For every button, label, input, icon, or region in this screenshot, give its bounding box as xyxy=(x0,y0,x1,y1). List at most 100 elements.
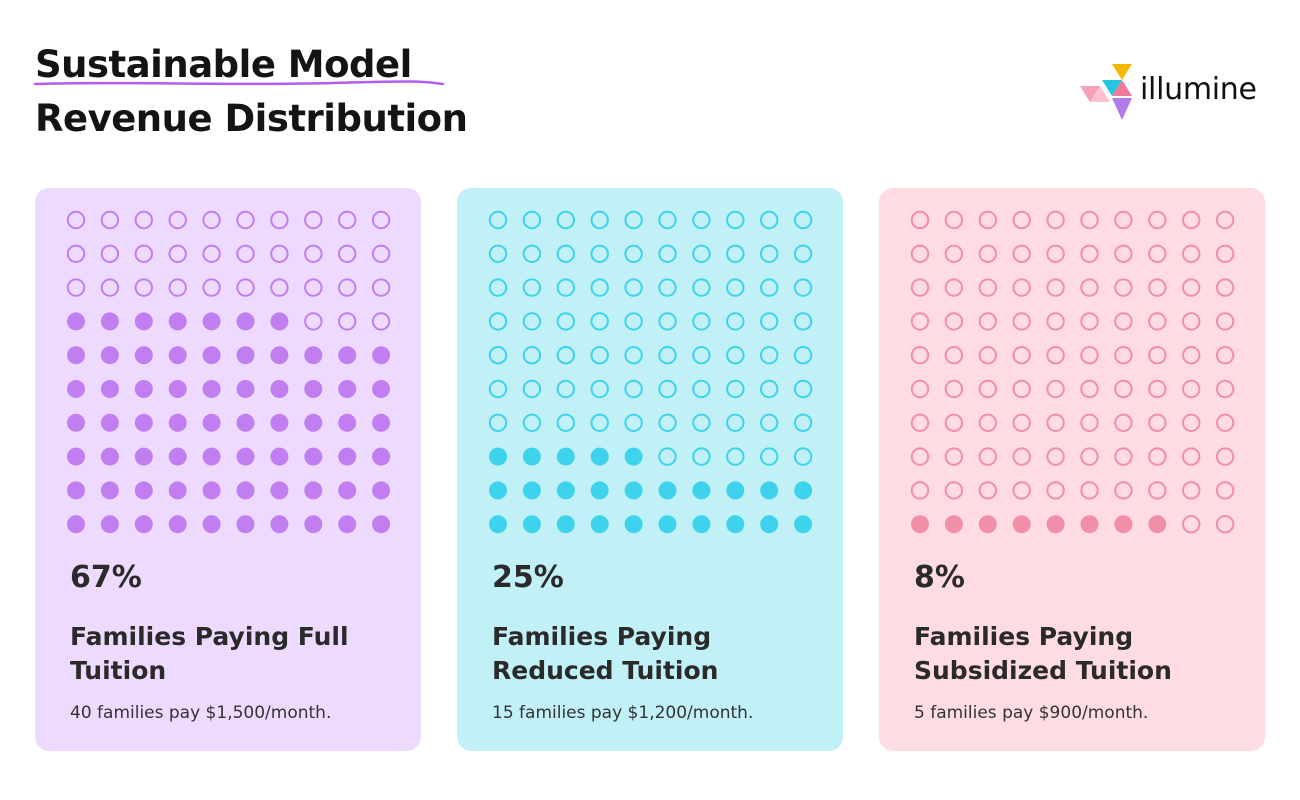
waffle-dot-filled xyxy=(304,515,323,534)
waffle-dot-filled xyxy=(202,447,221,466)
waffle-dot-filled xyxy=(556,515,575,534)
waffle-dot-empty xyxy=(1114,244,1133,264)
waffle-dot-empty xyxy=(1046,346,1065,365)
waffle-dot-empty xyxy=(910,447,930,466)
waffle-dot-filled xyxy=(134,515,153,534)
waffle-dot-filled xyxy=(338,481,357,500)
waffle-dot-empty xyxy=(236,210,255,230)
waffle-dot-empty xyxy=(760,312,779,331)
waffle-dot-filled xyxy=(100,380,119,398)
waffle-dot-filled xyxy=(590,447,609,466)
waffle-dot-filled xyxy=(522,481,541,500)
waffle-dot-empty xyxy=(624,312,643,331)
waffle-dot-empty xyxy=(910,481,930,500)
waffle-dot-empty xyxy=(978,379,998,399)
waffle-dot-empty xyxy=(1114,447,1133,466)
waffle-dot-filled xyxy=(372,481,391,500)
waffle-dot-empty xyxy=(522,244,542,264)
waffle-dot-empty xyxy=(270,244,289,264)
card-description: 5 families pay $900/month. xyxy=(914,703,1149,723)
waffle-dot-filled xyxy=(270,312,289,331)
waffle-dot-empty xyxy=(658,379,677,399)
waffle-dot-empty xyxy=(978,278,998,297)
waffle-dot-empty xyxy=(910,244,930,264)
waffle-dot-filled xyxy=(944,515,963,534)
waffle-dot-empty xyxy=(658,447,677,466)
waffle-dot-empty xyxy=(692,447,711,466)
waffle-dot-empty xyxy=(726,413,745,433)
waffle-dot-filled xyxy=(692,481,711,500)
waffle-dot-empty xyxy=(624,278,643,297)
waffle-dot-filled xyxy=(202,481,221,500)
waffle-dot-filled xyxy=(134,312,153,331)
waffle-dot-filled xyxy=(1012,515,1031,534)
waffle-dot-empty xyxy=(1182,515,1201,534)
waffle-dot-filled xyxy=(692,515,711,534)
waffle-dot-empty xyxy=(1215,278,1235,297)
waffle-dot-filled xyxy=(522,515,541,534)
waffle-dot-empty xyxy=(522,413,542,433)
waffle-dot-filled xyxy=(168,515,187,534)
waffle-dot-filled xyxy=(338,413,357,432)
brand-logo: illumine xyxy=(1078,62,1268,126)
waffle-dot-filled xyxy=(67,413,85,432)
waffle-dot-empty xyxy=(1080,346,1099,365)
waffle-dot-filled xyxy=(270,447,289,466)
waffle-dot-empty xyxy=(692,379,711,399)
waffle-dot-filled xyxy=(67,515,85,534)
waffle-dot-filled xyxy=(100,312,119,331)
waffle-dot-filled xyxy=(304,481,323,500)
waffle-dot-empty xyxy=(1012,210,1031,230)
waffle-dot-empty xyxy=(590,312,609,331)
waffle-dot-filled xyxy=(134,447,153,466)
waffle-card-full-tuition: 67% Families Paying Full Tuition 40 fami… xyxy=(35,188,421,751)
waffle-dot-filled xyxy=(304,447,323,466)
card-title: Families Paying Subsidized Tuition xyxy=(914,622,1172,685)
card-description: 15 families pay $1,200/month. xyxy=(492,703,754,723)
waffle-dot-empty xyxy=(1182,379,1201,399)
waffle-dot-empty xyxy=(1046,379,1065,399)
waffle-dot-empty xyxy=(371,312,391,331)
title-line-1: Sustainable Model xyxy=(33,38,445,92)
waffle-dot-empty xyxy=(760,447,779,466)
waffle-dot-empty xyxy=(1080,413,1099,433)
waffle-dot-empty xyxy=(1148,379,1167,399)
waffle-dot-empty xyxy=(910,413,930,433)
waffle-dot-filled xyxy=(236,481,255,500)
waffle-dot-empty xyxy=(371,278,391,297)
waffle-dot-empty xyxy=(1215,346,1235,365)
waffle-dot-empty xyxy=(944,379,964,399)
waffle-dot-empty xyxy=(726,244,745,264)
waffle-dot-empty xyxy=(1080,244,1099,264)
waffle-dot-filled xyxy=(134,346,153,365)
waffle-dot-empty xyxy=(910,210,930,230)
waffle-dot-empty xyxy=(488,346,508,365)
waffle-dot-empty xyxy=(910,312,930,331)
waffle-dot-filled xyxy=(978,515,997,534)
waffle-dot-empty xyxy=(1182,481,1201,500)
waffle-dot-empty xyxy=(1046,481,1065,500)
waffle-dot-empty xyxy=(910,379,930,399)
waffle-dot-filled xyxy=(202,413,221,432)
waffle-dot-filled xyxy=(236,380,255,398)
waffle-dot-empty xyxy=(1182,210,1201,230)
waffle-dot-empty xyxy=(1114,413,1133,433)
waffle-dot-empty xyxy=(590,210,609,230)
card-title: Families Paying Full Tuition xyxy=(70,622,349,685)
waffle-dot-filled xyxy=(202,346,221,365)
waffle-dot-filled xyxy=(270,515,289,534)
waffle-dot-filled xyxy=(270,346,289,365)
waffle-dot-filled xyxy=(726,515,745,534)
waffle-dot-empty xyxy=(692,210,711,230)
waffle-dot-empty xyxy=(760,379,779,399)
waffle-dot-empty xyxy=(338,278,357,297)
waffle-dot-empty xyxy=(624,346,643,365)
waffle-dot-empty xyxy=(1182,244,1201,264)
waffle-dot-filled xyxy=(270,380,289,398)
waffle-dot-empty xyxy=(1012,379,1031,399)
waffle-dot-empty xyxy=(658,210,677,230)
waffle-dot-filled xyxy=(624,481,643,500)
waffle-dot-empty xyxy=(556,413,576,433)
waffle-dot-empty xyxy=(488,244,508,264)
waffle-dot-filled xyxy=(134,413,153,432)
